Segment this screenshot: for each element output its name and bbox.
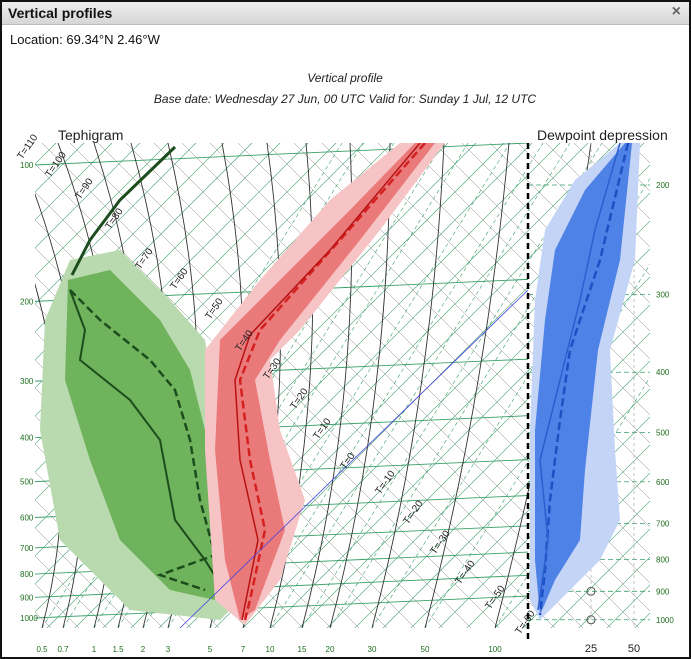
saturated-adiabat [424, 143, 510, 628]
dewpoint-top [70, 145, 177, 276]
pressure-label: 700 [20, 544, 34, 553]
pressure-label: 800 [656, 555, 670, 564]
dry-adiabat [209, 143, 650, 584]
pressure-label: 600 [20, 514, 34, 523]
isotherm [550, 528, 650, 628]
pressure-label: 900 [20, 593, 34, 602]
depression-band [535, 143, 632, 615]
isotherm [410, 388, 650, 628]
dewpoint-control [69, 289, 217, 592]
isotherm [35, 143, 253, 361]
isotherm-label: T=70 [133, 246, 155, 272]
close-button[interactable]: × [671, 3, 681, 20]
mixing-ratio-label: 0.7 [57, 645, 69, 654]
mixing-ratio-label: 3 [166, 645, 171, 654]
pressure-label: 700 [656, 519, 670, 528]
pressure-label: 900 [656, 587, 670, 596]
isotherm-label: T=-40 [453, 558, 477, 586]
dry-adiabat [69, 143, 556, 628]
window-title: Vertical profiles [8, 5, 113, 21]
title-bar: Vertical profiles × [2, 2, 689, 25]
dry-adiabat [237, 143, 650, 556]
isotherm-label: T=10 [311, 416, 333, 442]
mixing-ratio-label: 1 [92, 645, 97, 654]
pressure-label: 300 [20, 377, 34, 386]
dry-adiabat [573, 143, 650, 220]
mixing-ratio-label: 15 [298, 645, 307, 654]
mixing-ratio-label: 5 [208, 645, 213, 654]
mixing-ratio-line [269, 143, 571, 628]
isotherm-label: T=-20 [401, 498, 425, 526]
chart-subtitle: Base date: Wednesday 27 Jun, 00 UTC Vali… [154, 92, 537, 106]
isotherm [35, 143, 141, 249]
pressure-label: 500 [656, 429, 670, 438]
pressure-label: 1000 [656, 616, 674, 625]
pressure-label: 300 [656, 291, 670, 300]
isotherm-label: T=-10 [373, 468, 397, 496]
isotherm [35, 143, 225, 333]
isotherm-label: T=90 [73, 176, 95, 202]
saturated-adiabat [371, 143, 445, 628]
depression-label: 25 [585, 643, 597, 655]
location: Location: 69.34°N 2.46°W [10, 32, 160, 47]
pressure-label: 200 [20, 297, 34, 306]
isotherm-label: T=0 [338, 451, 357, 472]
pressure-label: 400 [656, 368, 670, 377]
isotherm-label: T=110 [15, 132, 40, 162]
isotherm-label: T=-30 [428, 528, 452, 556]
temperature-line [234, 143, 421, 621]
isotherm [35, 143, 197, 305]
mixing-ratio-label: 10 [266, 645, 275, 654]
dry-adiabat [377, 143, 650, 416]
temperature-band [215, 143, 435, 620]
mixing-ratio-label: 30 [368, 645, 377, 654]
pressure-label: 400 [20, 434, 34, 443]
isotherm [35, 143, 113, 221]
mixing-ratio-label: 20 [326, 645, 335, 654]
pressure-label: 600 [656, 478, 670, 487]
mixing-ratio-line [242, 143, 544, 628]
panel-label: Dewpoint depression [537, 127, 668, 143]
dry-adiabat [35, 527, 136, 628]
isotherm-label: T=80 [103, 206, 125, 232]
depression-label: 50 [628, 643, 640, 655]
dry-adiabat [0, 120, 7, 640]
reference-line [179, 289, 529, 629]
mixing-ratio-label: 0.5 [36, 645, 48, 654]
depression-line [537, 143, 621, 611]
dry-adiabat [41, 143, 528, 628]
mixing-ratio-label: 1.5 [112, 645, 124, 654]
temperature-control [238, 143, 426, 621]
mixing-ratio-label: 2 [141, 645, 146, 654]
saturated-adiabat [269, 143, 314, 628]
isotherm [679, 120, 691, 640]
depression-control [538, 143, 630, 616]
pressure-label: 200 [656, 181, 670, 190]
dry-adiabat [405, 143, 650, 388]
isotherm-label: T=60 [168, 266, 190, 292]
isobar [35, 595, 529, 619]
pressure-label: 500 [20, 478, 34, 487]
dry-adiabat [489, 143, 650, 304]
isotherm [242, 220, 650, 628]
dry-adiabat [461, 143, 650, 332]
pressure-label: 800 [20, 570, 34, 579]
isotherm [35, 143, 169, 277]
isotherm-label: T=-60 [513, 608, 537, 636]
mixing-ratio-label: 100 [488, 645, 502, 654]
chart-title: Vertical profile [307, 71, 383, 85]
dewpoint-line [69, 289, 231, 601]
pressure-label: 100 [20, 161, 34, 170]
isotherm [270, 248, 650, 628]
profiles [40, 143, 640, 625]
pressure-label: 1000 [20, 614, 38, 623]
dewpoint-band [65, 270, 225, 600]
isobar [35, 143, 529, 166]
mixing-ratio-label: 50 [421, 645, 430, 654]
panel-label: Tephigram [58, 127, 123, 143]
dry-adiabat [433, 143, 650, 360]
mixing-ratio-label: 7 [241, 645, 246, 654]
isotherm [382, 360, 650, 628]
